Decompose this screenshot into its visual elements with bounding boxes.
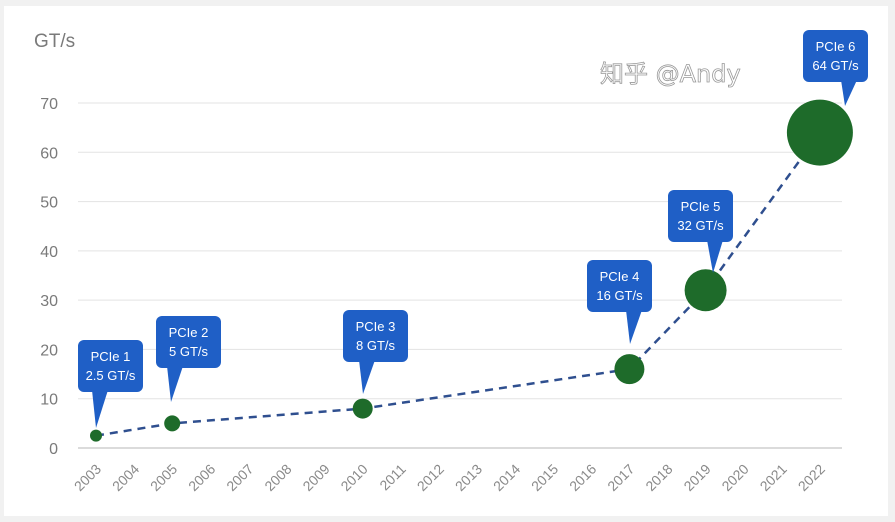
callout-box	[156, 316, 221, 368]
x-tick-label: 2008	[261, 461, 294, 494]
callout-pointer	[167, 366, 183, 402]
x-tick-label: 2020	[718, 461, 751, 494]
y-tick-label: 60	[40, 145, 58, 162]
callout-box	[803, 30, 868, 82]
callout-value: 5 GT/s	[169, 344, 209, 359]
x-tick-label: 2022	[795, 461, 828, 494]
data-point-2005	[164, 415, 181, 432]
data-point-2017	[614, 354, 645, 385]
callout-6: PCIe 6 64 GT/s	[803, 30, 868, 106]
x-tick-label: 2015	[528, 461, 561, 494]
callout-title: PCIe 5	[681, 199, 721, 214]
data-point-2022	[786, 99, 853, 166]
x-tick-label: 2012	[414, 461, 447, 494]
x-tick-label: 2004	[109, 461, 142, 494]
callout-title: PCIe 4	[600, 269, 640, 284]
x-tick-label: 2010	[337, 461, 370, 494]
callout-value: 64 GT/s	[812, 58, 859, 73]
y-tick-label: 30	[40, 293, 58, 310]
callout-box	[668, 190, 733, 242]
trend-line	[95, 131, 821, 437]
callout-1: PCIe 1 2.5 GT/s	[78, 340, 143, 428]
callout-pointer	[707, 240, 723, 273]
x-tick-label: 2018	[642, 461, 675, 494]
x-tick-label: 2019	[680, 461, 713, 494]
callout-3: PCIe 3 8 GT/s	[343, 310, 408, 394]
callout-title: PCIe 3	[356, 319, 396, 334]
y-axis-unit-label: GT/s	[34, 31, 75, 52]
y-tick-label: 0	[49, 441, 58, 458]
x-tick-label: 2006	[185, 461, 218, 494]
callout-value: 16 GT/s	[596, 288, 643, 303]
x-tick-label: 2009	[299, 461, 332, 494]
callout-value: 32 GT/s	[677, 218, 724, 233]
data-point-2019	[684, 269, 727, 312]
x-tick-label: 2016	[566, 461, 599, 494]
callout-pointer	[626, 310, 642, 344]
callout-2: PCIe 2 5 GT/s	[156, 316, 221, 402]
watermark: 知乎 @Andy	[600, 60, 741, 88]
x-tick-label: 2003	[71, 461, 104, 494]
callout-value: 2.5 GT/s	[86, 368, 136, 383]
callout-box	[78, 340, 143, 392]
callout-value: 8 GT/s	[356, 338, 396, 353]
y-tick-label: 70	[40, 96, 58, 113]
callout-title: PCIe 1	[91, 349, 131, 364]
x-tick-label: 2007	[223, 461, 256, 494]
data-point-2003	[90, 429, 102, 442]
x-tick-label: 2013	[452, 461, 485, 494]
y-tick-label: 20	[40, 342, 58, 359]
x-tick-label: 2011	[376, 461, 409, 494]
callout-pointer	[92, 390, 108, 428]
callout-4: PCIe 4 16 GT/s	[587, 260, 652, 344]
callout-title: PCIe 2	[169, 325, 209, 340]
y-tick-label: 50	[40, 195, 58, 212]
y-tick-label: 40	[40, 244, 58, 261]
callout-pointer	[359, 360, 375, 394]
y-tick-label: 10	[40, 392, 58, 409]
callout-title: PCIe 6	[816, 39, 856, 54]
x-tick-label: 2017	[604, 461, 637, 494]
callout-box	[343, 310, 408, 362]
callout-box	[587, 260, 652, 312]
callout-5: PCIe 5 32 GT/s	[668, 190, 733, 273]
x-tick-label: 2005	[147, 461, 180, 494]
x-tick-label: 2014	[490, 461, 523, 494]
chart-card	[4, 6, 888, 516]
x-tick-label: 2021	[757, 461, 790, 494]
callout-pointer	[841, 80, 857, 106]
data-point-2010	[352, 398, 373, 419]
